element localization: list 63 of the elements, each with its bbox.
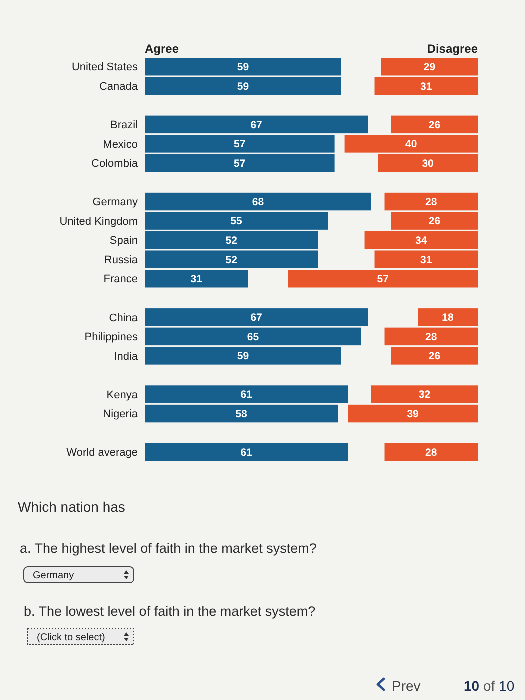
y-tick-label: Nigeria bbox=[103, 408, 139, 421]
bar bbox=[381, 58, 478, 76]
y-tick-label: Germany bbox=[92, 196, 138, 209]
data-label: 55 bbox=[230, 216, 243, 228]
y-tick-label: Brazil bbox=[110, 120, 138, 132]
y-tick-label: China bbox=[109, 312, 139, 324]
data-label: 57 bbox=[234, 138, 246, 151]
data-label: 28 bbox=[426, 447, 438, 460]
y-tick-label: Russia bbox=[104, 254, 139, 266]
data-label: 26 bbox=[428, 350, 441, 363]
bar bbox=[145, 77, 342, 96]
text: Which nation has bbox=[18, 499, 126, 515]
data-label: 29 bbox=[424, 62, 436, 74]
data-label: 59 bbox=[237, 80, 250, 93]
data-label: 61 bbox=[240, 389, 253, 402]
data-label: 59 bbox=[237, 350, 250, 363]
data-label: 59 bbox=[237, 62, 250, 74]
data-label: 31 bbox=[190, 274, 203, 286]
series-label: Agree bbox=[145, 42, 180, 56]
data-label: 30 bbox=[422, 158, 434, 170]
y-tick-label: Philippines bbox=[84, 332, 138, 344]
data-label: 57 bbox=[234, 158, 246, 170]
text: Germany bbox=[33, 570, 74, 582]
y-tick-label: United States bbox=[72, 62, 138, 74]
data-label: 26 bbox=[428, 216, 441, 228]
y-tick-label: Kenya bbox=[106, 389, 139, 402]
data-label: 39 bbox=[407, 408, 420, 420]
data-label: 31 bbox=[420, 254, 432, 266]
y-tick-label: United Kingdom bbox=[60, 216, 138, 228]
text: 10 of 10 bbox=[464, 678, 515, 694]
data-label: 58 bbox=[236, 408, 248, 420]
bar bbox=[374, 77, 478, 96]
data-label: 31 bbox=[420, 80, 432, 93]
data-label: 18 bbox=[442, 312, 454, 324]
y-tick-label: India bbox=[114, 350, 139, 363]
y-tick-label: World average bbox=[66, 447, 138, 460]
data-label: 52 bbox=[226, 254, 238, 266]
data-label: 26 bbox=[428, 119, 441, 132]
y-tick-label: Spain bbox=[110, 235, 138, 248]
data-label: 28 bbox=[426, 196, 438, 208]
text: a. The highest level of faith in the market system? bbox=[20, 541, 317, 556]
text: Prev bbox=[392, 678, 421, 694]
text: (Click to select) bbox=[37, 632, 106, 644]
data-label: 67 bbox=[250, 119, 263, 132]
data-label: 57 bbox=[377, 274, 390, 286]
text: b. The lowest level of faith in the market system? bbox=[24, 604, 316, 619]
y-tick-label: Colombia bbox=[92, 158, 139, 170]
data-label: 68 bbox=[252, 196, 264, 208]
data-label: 40 bbox=[406, 138, 418, 151]
data-label: 65 bbox=[247, 331, 260, 344]
data-label: 52 bbox=[226, 235, 238, 247]
data-label: 61 bbox=[240, 447, 253, 460]
y-tick-label: France bbox=[104, 274, 138, 286]
bar bbox=[145, 58, 342, 76]
series-label: Disagree bbox=[427, 42, 478, 56]
data-label: 34 bbox=[416, 235, 428, 247]
data-label: 67 bbox=[250, 312, 263, 324]
y-tick-label: Mexico bbox=[103, 138, 138, 151]
bar bbox=[384, 443, 478, 462]
data-label: 32 bbox=[418, 389, 431, 402]
bar bbox=[145, 443, 348, 462]
data-label: 28 bbox=[426, 331, 438, 344]
y-tick-label: Canada bbox=[99, 80, 139, 93]
